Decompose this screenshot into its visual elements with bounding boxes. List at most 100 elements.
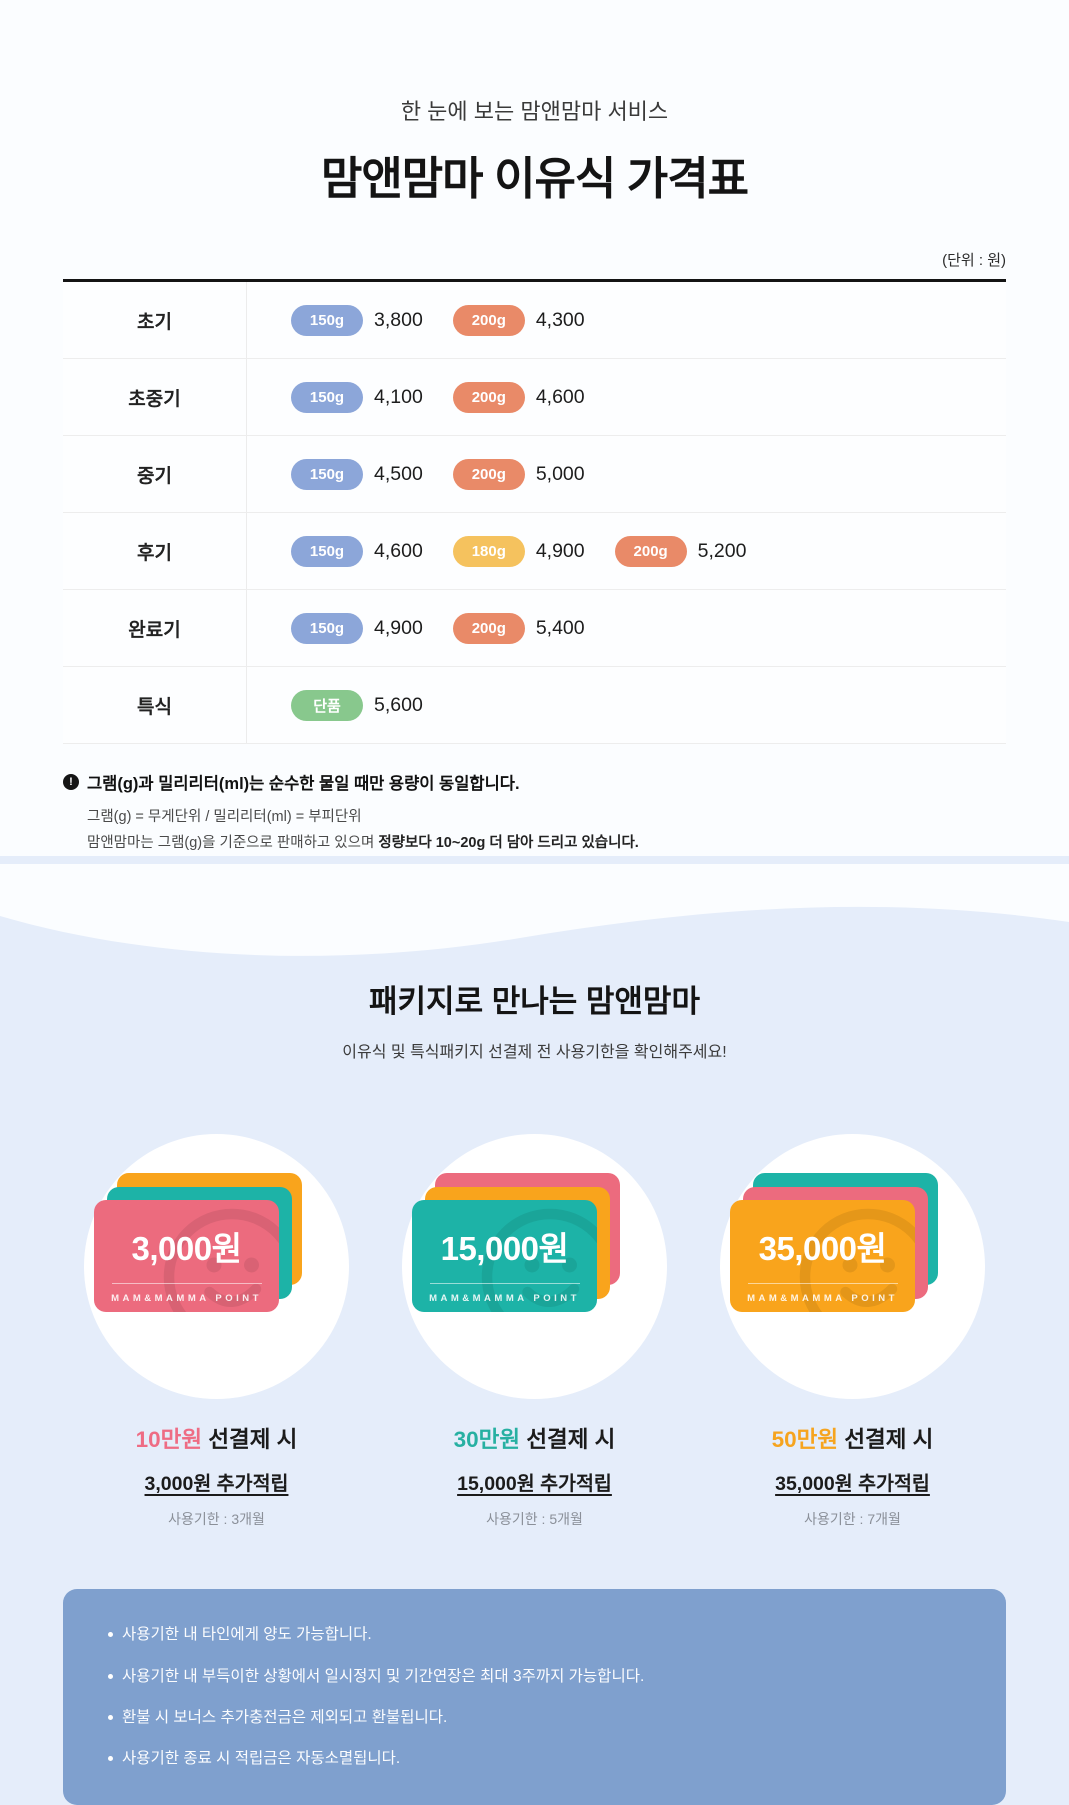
usage-period: 사용기한 : 3개월 xyxy=(168,1511,265,1528)
price-item: 150g 4,900 xyxy=(291,612,423,644)
term-item: 환불 시 보너스 추가충전금은 제외되고 환불됩니다. xyxy=(108,1708,966,1727)
usage-period: 사용기한 : 5개월 xyxy=(486,1511,583,1528)
row-label: 후기 xyxy=(63,513,247,589)
card-brand-label: MAM&MAMMA POINT xyxy=(429,1293,580,1305)
price-table: 초기 150g 3,800 200g 4,300 초중기 150g xyxy=(63,279,1006,744)
point-card-circle: 3,000원 MAM&MAMMA POINT xyxy=(84,1134,349,1400)
price-value: 5,200 xyxy=(697,539,747,562)
term-text: 사용기한 종료 시 적립금은 자동소멸됩니다. xyxy=(122,1750,401,1768)
price-item: 150g 3,800 xyxy=(291,304,423,336)
card-divider xyxy=(747,1283,898,1285)
price-value: 4,600 xyxy=(374,539,423,562)
size-badge-180g: 180g xyxy=(452,535,525,567)
point-card-front: 15,000원 MAM&MAMMA POINT xyxy=(412,1200,597,1313)
size-badge-150g: 150g xyxy=(291,381,363,413)
term-item: 사용기한 내 타인에게 양도 가능합니다. xyxy=(108,1625,966,1644)
point-card-circle: 15,000원 MAM&MAMMA POINT xyxy=(402,1134,667,1400)
size-badge-200g: 200g xyxy=(614,535,687,567)
card-divider xyxy=(111,1283,262,1285)
price-item: 200g 5,400 xyxy=(452,612,585,644)
prepay-condition: 10만원 선결제 시 xyxy=(136,1422,298,1454)
point-card-front: 3,000원 MAM&MAMMA POINT xyxy=(94,1200,279,1313)
price-value: 5,000 xyxy=(535,462,585,485)
note-line-weight-bold: 정량보다 10~20g 더 담아 드리고 있습니다. xyxy=(378,835,639,852)
prepay-condition: 50만원 선결제 시 xyxy=(772,1422,934,1454)
price-item: 200g 5,000 xyxy=(452,458,585,490)
size-badge-single: 단품 xyxy=(291,689,363,721)
table-row-complete: 완료기 150g 4,900 200g 5,400 xyxy=(63,590,1006,667)
bullet-dot xyxy=(108,1714,113,1720)
size-badge-150g: 150g xyxy=(291,304,363,336)
point-card-circle: 35,000원 MAM&MAMMA POINT xyxy=(720,1134,985,1400)
price-value: 3,800 xyxy=(374,308,423,331)
smiley-watermark-icon xyxy=(481,1208,597,1313)
package-section: 패키지로 만나는 맘앤맘마 이유식 및 특식패키지 선결제 전 사용기한을 확인… xyxy=(0,976,1069,1805)
price-item: 200g 4,300 xyxy=(452,304,585,336)
price-item: 200g 4,600 xyxy=(452,381,585,413)
price-value: 5,600 xyxy=(374,693,423,716)
package-title: 패키지로 만나는 맘앤맘마 xyxy=(369,984,700,1020)
unit-note: (단위 : 원) xyxy=(942,252,1006,269)
table-row-early-mid: 초중기 150g 4,100 200g 4,600 xyxy=(63,359,1006,436)
smiley-watermark-icon xyxy=(163,1208,279,1313)
note-line-weight: 맘앤맘마는 그램(g)을 기준으로 판매하고 있으며 정량보다 10~20g 더… xyxy=(87,830,1006,856)
price-value: 5,400 xyxy=(535,616,585,639)
price-value: 4,900 xyxy=(374,616,423,639)
note-heading: 그램(g)과 밀리리터(ml)는 순수한 물일 때만 용량이 동일합니다. xyxy=(87,775,520,793)
bullet-dot xyxy=(108,1673,113,1679)
notes-block: ! 그램(g)과 밀리리터(ml)는 순수한 물일 때만 용량이 동일합니다. … xyxy=(63,770,1006,856)
size-badge-150g: 150g xyxy=(291,535,363,567)
price-section: 한 눈에 보는 맘앤맘마 서비스 맘앤맘마 이유식 가격표 (단위 : 원) 초… xyxy=(0,0,1069,857)
prepay-amount: 10만원 xyxy=(135,1427,203,1453)
package-subtitle: 이유식 및 특식패키지 선결제 전 사용기한을 확인해주세요! xyxy=(342,1044,727,1062)
page-title: 맘앤맘마 이유식 가격표 xyxy=(320,153,749,204)
size-badge-150g: 150g xyxy=(291,612,363,644)
term-item: 사용기한 종료 시 적립금은 자동소멸됩니다. xyxy=(108,1749,966,1768)
price-item: 150g 4,600 xyxy=(291,535,423,567)
bullet-dot xyxy=(108,1632,113,1638)
row-label: 초기 xyxy=(63,282,247,358)
row-label: 중기 xyxy=(63,436,247,512)
term-text: 사용기한 내 타인에게 양도 가능합니다. xyxy=(122,1626,372,1644)
bonus-benefit: 35,000원 추가적립 xyxy=(775,1473,930,1496)
price-value: 4,300 xyxy=(535,308,585,331)
package-option-300k: 15,000원 MAM&MAMMA POINT 30만원 선결제 시 15,00… xyxy=(376,1134,694,1529)
point-amount: 3,000원 xyxy=(131,1230,242,1268)
bonus-benefit: 3,000원 추가적립 xyxy=(144,1473,289,1496)
note-line-units: 그램(g) = 무게단위 / 밀리리터(ml) = 부피단위 xyxy=(87,809,362,825)
row-label: 특식 xyxy=(63,667,247,743)
table-row-late: 후기 150g 4,600 180g 4,900 200g 5,200 xyxy=(63,513,1006,590)
size-badge-200g: 200g xyxy=(452,304,525,336)
hero-subtitle: 한 눈에 보는 맘앤맘마 서비스 xyxy=(400,99,669,124)
price-value: 4,600 xyxy=(535,385,585,408)
size-badge-150g: 150g xyxy=(291,458,363,490)
term-text: 사용기한 내 부득이한 상황에서 일시정지 및 기간연장은 최대 3주까지 가능… xyxy=(122,1667,645,1685)
point-amount: 15,000원 xyxy=(440,1230,569,1268)
term-item: 사용기한 내 부득이한 상황에서 일시정지 및 기간연장은 최대 3주까지 가능… xyxy=(108,1667,966,1686)
prepay-condition: 30만원 선결제 시 xyxy=(454,1422,616,1454)
usage-period: 사용기한 : 7개월 xyxy=(804,1511,901,1528)
card-divider xyxy=(429,1283,580,1285)
price-item: 180g 4,900 xyxy=(452,535,585,567)
size-badge-200g: 200g xyxy=(452,381,525,413)
card-brand-label: MAM&MAMMA POINT xyxy=(747,1293,898,1305)
price-item: 150g 4,100 xyxy=(291,381,423,413)
package-cards-row: 3,000원 MAM&MAMMA POINT 10만원 선결제 시 3,000원… xyxy=(0,1134,1069,1529)
size-badge-200g: 200g xyxy=(452,458,525,490)
wave-divider xyxy=(0,864,1069,957)
prepay-amount: 30만원 xyxy=(453,1427,521,1453)
price-value: 4,100 xyxy=(374,385,423,408)
bonus-benefit: 15,000원 추가적립 xyxy=(457,1473,612,1496)
size-badge-200g: 200g xyxy=(452,612,525,644)
exclamation-circle-icon: ! xyxy=(63,774,79,790)
table-row-special: 특식 단품 5,600 xyxy=(63,667,1006,744)
price-value: 4,500 xyxy=(374,462,423,485)
note-line-weight-normal: 맘앤맘마는 그램(g)을 기준으로 판매하고 있으며 xyxy=(87,835,379,852)
prepay-condition-text: 선결제 시 xyxy=(838,1427,934,1453)
point-amount: 35,000원 xyxy=(758,1230,887,1268)
terms-box: 사용기한 내 타인에게 양도 가능합니다. 사용기한 내 부득이한 상황에서 일… xyxy=(63,1589,1006,1805)
table-row-mid: 중기 150g 4,500 200g 5,000 xyxy=(63,436,1006,513)
prepay-amount: 50만원 xyxy=(771,1427,839,1453)
row-label: 초중기 xyxy=(63,359,247,435)
point-card-front: 35,000원 MAM&MAMMA POINT xyxy=(730,1200,915,1313)
